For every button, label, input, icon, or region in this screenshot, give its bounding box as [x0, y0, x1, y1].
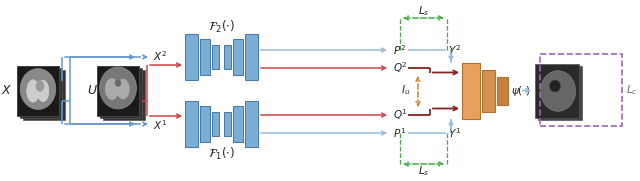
Ellipse shape	[540, 71, 575, 111]
Bar	[535, 64, 579, 118]
Ellipse shape	[36, 81, 44, 92]
Bar	[245, 101, 258, 147]
Text: $Q^2$: $Q^2$	[393, 61, 408, 75]
Bar	[212, 45, 219, 69]
Bar	[185, 34, 198, 80]
Text: $\mathit{U}$: $\mathit{U}$	[86, 85, 97, 98]
Ellipse shape	[20, 68, 56, 110]
Bar	[482, 70, 495, 111]
Bar	[497, 77, 508, 104]
Text: $L_s$: $L_s$	[418, 4, 429, 18]
Ellipse shape	[27, 80, 39, 102]
Text: $I_u$: $I_u$	[401, 84, 411, 97]
Bar	[224, 45, 231, 69]
Bar	[233, 39, 243, 75]
Text: $X^1$: $X^1$	[153, 118, 167, 132]
Bar	[17, 66, 59, 116]
Ellipse shape	[100, 67, 136, 109]
Text: $X^2$: $X^2$	[153, 49, 167, 63]
Bar	[212, 112, 219, 136]
Bar	[462, 62, 480, 119]
Text: $\mathcal{F}_1(\cdot)$: $\mathcal{F}_1(\cdot)$	[208, 146, 235, 162]
Bar	[224, 112, 231, 136]
Text: $L_c$: $L_c$	[626, 83, 637, 97]
Bar	[233, 106, 243, 142]
Bar	[540, 54, 622, 126]
Bar	[200, 106, 210, 142]
Bar	[97, 66, 139, 116]
Text: $\mathcal{F}_2(\cdot)$: $\mathcal{F}_2(\cdot)$	[208, 19, 235, 35]
Bar	[245, 34, 258, 80]
Text: $Y^1$: $Y^1$	[448, 126, 461, 140]
Bar	[100, 68, 142, 118]
Text: $L_s$: $L_s$	[418, 164, 429, 178]
Text: $\psi(\cdot)$: $\psi(\cdot)$	[511, 83, 531, 98]
Ellipse shape	[550, 80, 561, 92]
Text: $Y^2$: $Y^2$	[448, 43, 461, 57]
Bar	[200, 39, 210, 75]
Bar	[23, 70, 65, 120]
Text: $P^2$: $P^2$	[393, 43, 406, 57]
Bar	[20, 68, 62, 118]
Text: $Q^1$: $Q^1$	[393, 108, 408, 122]
Text: $\mathit{X}$: $\mathit{X}$	[1, 85, 13, 98]
Ellipse shape	[37, 80, 49, 102]
Bar	[185, 101, 198, 147]
Bar	[103, 70, 145, 120]
Text: $P^1$: $P^1$	[393, 126, 406, 140]
Bar	[538, 66, 582, 120]
Ellipse shape	[105, 79, 119, 100]
Ellipse shape	[115, 79, 121, 87]
Ellipse shape	[116, 79, 129, 99]
